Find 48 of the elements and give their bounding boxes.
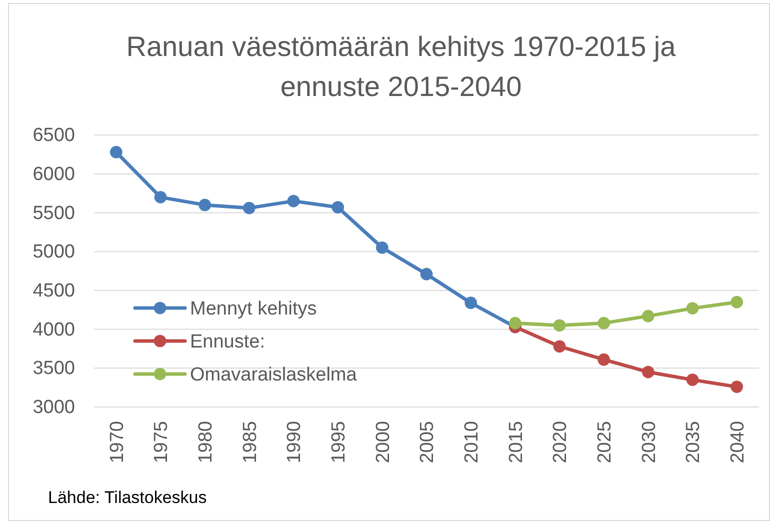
point	[730, 380, 744, 393]
legend-label: Ennuste:	[190, 332, 265, 353]
point	[198, 198, 212, 212]
legend-label: Omavaraislaskelma	[190, 364, 358, 386]
point	[110, 146, 122, 158]
x-tick-label: 2010	[461, 421, 482, 464]
y-tick-label: 5000	[32, 242, 75, 263]
x-tick-label: 1995	[328, 421, 350, 464]
x-tick-label: 1990	[284, 421, 306, 464]
x-tick-label: 2030	[638, 421, 660, 464]
point	[287, 194, 300, 208]
point	[154, 191, 167, 204]
y-tick-label: 5500	[32, 202, 75, 224]
text: Lähde: Tilastokeskus	[48, 488, 207, 507]
point	[730, 296, 744, 308]
point	[508, 316, 522, 330]
x-tick-label: 2020	[550, 421, 572, 464]
x-tick-label: 2015	[506, 421, 527, 464]
y-tick-label: 3000	[32, 397, 75, 418]
x-tick-label: 1980	[195, 421, 216, 464]
x-tick-label: 2005	[417, 421, 438, 464]
y-tick-label: 4500	[32, 280, 75, 302]
point	[686, 302, 699, 314]
chart-title: Ranuan väestömäärän kehitys 1970-2015 ja ennuste 2015-2040	[126, 31, 676, 102]
point	[598, 353, 610, 366]
x-tick-label: 2040	[727, 421, 748, 464]
y-tick-label: 3500	[32, 358, 75, 380]
point	[642, 310, 654, 322]
point	[464, 296, 478, 310]
y-tick-label: 6500	[32, 125, 75, 146]
x-tick-label: 2035	[683, 421, 704, 464]
x-tick-label: 1970	[106, 421, 128, 464]
point	[686, 374, 699, 386]
y-tick-label: 4000	[32, 319, 75, 340]
point	[553, 340, 566, 353]
legend-label: Mennyt kehitys	[190, 298, 317, 320]
x-tick-label: 1985	[240, 421, 261, 464]
x-tick-label: 1975	[151, 421, 172, 464]
point	[332, 201, 344, 214]
point	[242, 202, 256, 214]
point	[420, 268, 433, 280]
point	[642, 366, 654, 378]
y-tick-label: 6000	[32, 164, 75, 185]
x-tick-label: 2000	[372, 421, 394, 464]
point	[553, 319, 566, 332]
x-tick-label: 2025	[594, 421, 616, 464]
point	[376, 242, 388, 254]
point	[598, 316, 610, 330]
